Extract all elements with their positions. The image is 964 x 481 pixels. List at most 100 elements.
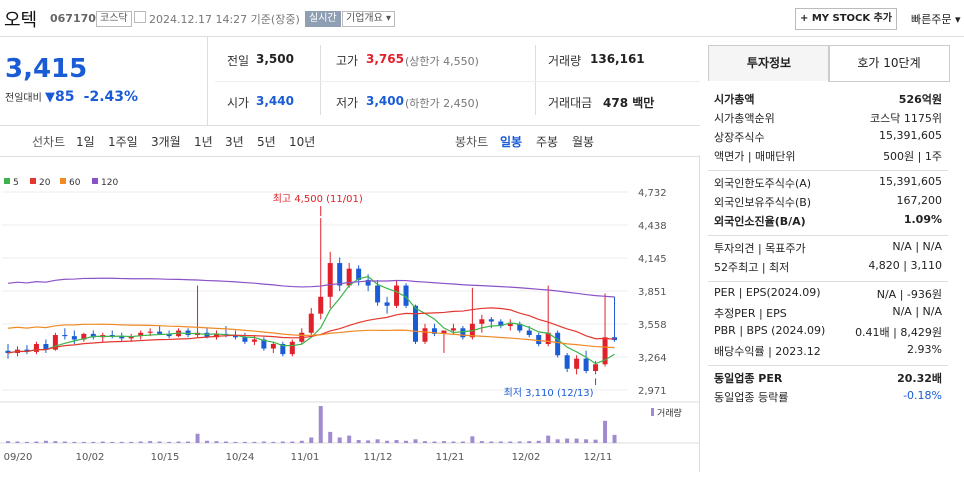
volume-bar [584,439,589,443]
volume-bar [110,441,115,443]
volume-bar [81,441,86,443]
volume-bar [62,441,67,443]
candle-body [403,285,409,306]
volume-bar [24,441,29,443]
candle-body [441,330,447,334]
volume-bar [72,441,77,443]
chart-tab-row: 선차트 1일 1주일 3개월 1년 3년 5년 10년 봉차트 일봉 주봉 월봉 [0,125,700,157]
candle-body [422,328,428,342]
tab-invest-info[interactable]: 투자정보 [708,45,830,81]
volume-bar [53,441,58,443]
info-row-label: 추정PER | EPS [714,307,787,320]
volume-value: 136,161 [590,52,645,66]
candle-body [308,313,314,333]
live-badge[interactable]: 실시간 [305,11,341,27]
volume-bar [603,420,608,443]
volume-bar [261,441,266,443]
chevron-down-icon: ▾ [954,13,961,26]
info-row: 추정PER | EPS N/A | N/A [708,305,948,324]
volume-bar [451,441,456,443]
candle-body [593,364,599,371]
low-label: 저가 [336,96,359,110]
volume-bar [394,440,399,443]
min-price-annotation: 최저 3,110 (12/13) [504,387,594,399]
volume-bar [91,441,96,443]
info-row: 52주최고 | 최저 4,820 | 3,110 [708,259,948,278]
ma20-line [7,307,615,354]
info-row: 배당수익률 | 2023.12 2.93% [708,343,948,362]
prev-close-value: 3,500 [256,52,294,66]
x-tick-label: 10/15 [151,452,180,463]
stock-code: 067170 [50,12,96,25]
candle-body [213,333,219,338]
candle-body [602,337,608,365]
volume-bar [508,441,513,443]
info-row-value: 4,820 | 3,110 [868,259,942,272]
quick-order-button[interactable]: 빠른주문 ▾ [911,11,961,27]
volume-bar [186,441,191,443]
info-row-value: 2.93% [907,343,942,356]
candle-body [327,263,333,297]
y-tick-label: 3,558 [638,320,667,331]
period-10y[interactable]: 10년 [289,135,316,149]
tab-hoga-10[interactable]: 호가 10단계 [828,45,950,82]
period-1d[interactable]: 1일 [76,135,95,149]
period-1y[interactable]: 1년 [194,135,213,149]
volume-bar [413,439,418,443]
candle-body [33,344,39,352]
prev-close-label: 전일 [227,54,250,68]
add-mystock-button[interactable]: + MY STOCK 추가 [795,8,897,30]
volume-bar [375,439,380,443]
x-tick-label: 11/21 [436,452,465,463]
volume-bar [167,441,172,443]
candle-body [356,268,362,280]
volume-bar [157,441,162,443]
candle-body [450,328,456,331]
volume-bar [536,440,541,443]
period-daily[interactable]: 일봉 [500,135,523,149]
x-tick-label: 09/20 [4,452,33,463]
amount-label: 거래대금 [548,96,593,110]
candle-body [261,339,267,349]
open-label: 시가 [227,96,250,110]
volume-bar [100,441,105,443]
volume-bar [299,440,304,443]
candle-body [460,328,466,338]
candle-body [185,330,191,336]
candle-body [251,339,257,342]
row-divider [708,235,948,236]
volume-bar [280,441,285,443]
period-3m[interactable]: 3개월 [151,135,181,149]
period-3y[interactable]: 3년 [225,135,244,149]
info-row-label: 시가총액순위 [714,112,775,125]
volume-bar [337,437,342,443]
volume-bar [555,439,560,443]
volume-bar [138,441,143,443]
quick-order-label: 빠른주문 [911,13,952,26]
amount-value: 478 백만 [603,96,655,110]
volume-bar [489,441,494,443]
y-tick-label: 2,971 [638,386,667,397]
candle-body [545,332,551,345]
low-value: 3,400 [366,94,404,108]
volume-bar [593,439,598,443]
volume-label: 거래량 [548,54,582,68]
legend-swatch [30,178,36,184]
x-tick-label: 12/11 [584,452,613,463]
volume-bar [328,431,333,443]
lower-limit: (하한가 2,450) [405,97,479,110]
period-weekly[interactable]: 주봉 [536,135,559,149]
candle-body [479,319,485,324]
top-bar: 오텍 067170 코스닥 2024.12.17 14:27 기준(장중) 실시… [0,0,964,37]
datetime-label: 2024.12.17 14:27 기준(장중) [149,13,300,26]
company-overview-dropdown[interactable]: 기업개요 ▾ [342,11,396,27]
info-row-label: 동일업종 등락률 [714,391,789,404]
period-1w[interactable]: 1주일 [108,135,138,149]
info-row-value: 500원 | 1주 [883,150,942,163]
row-divider [708,170,948,171]
period-5y[interactable]: 5년 [257,135,276,149]
volume-bar [214,441,219,443]
legend-swatch [60,178,66,184]
period-monthly[interactable]: 월봉 [572,135,595,149]
candle-body [147,331,153,333]
